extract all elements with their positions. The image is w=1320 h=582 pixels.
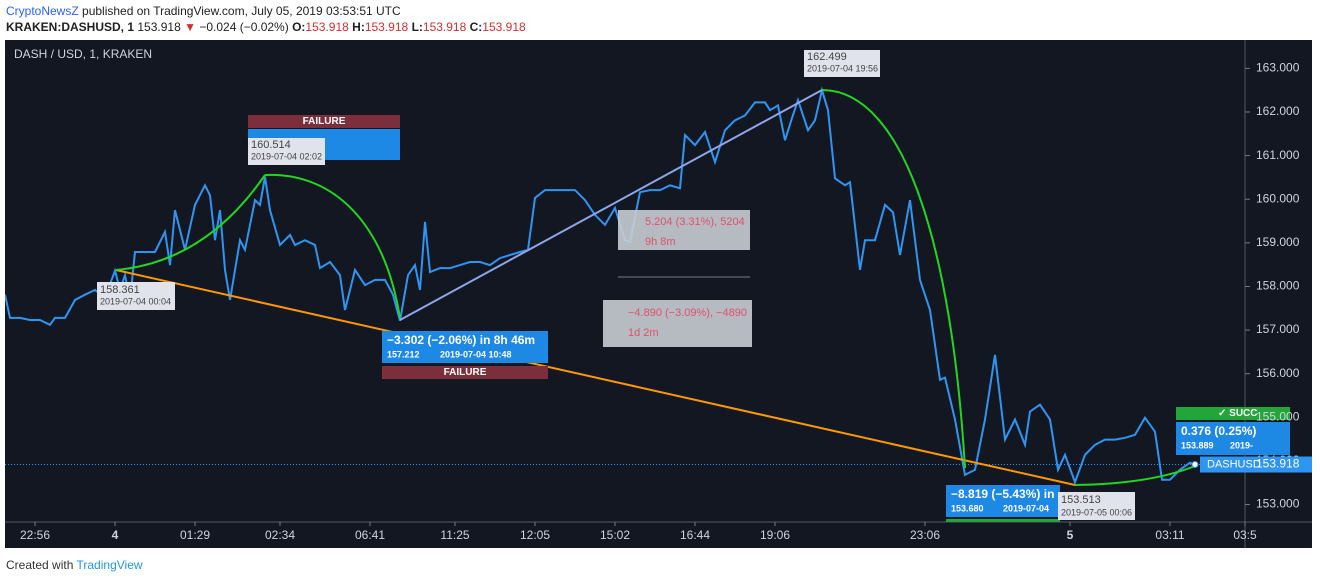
y-tick-label: 160.000 [1256, 191, 1300, 205]
arrow: ▼ [184, 20, 196, 34]
brand[interactable]: TradingView [76, 558, 143, 572]
forecast-box [382, 331, 548, 363]
x-tick-label: 19:06 [760, 528, 790, 542]
success-label: ✓ SUCC [1218, 408, 1258, 419]
label-box [97, 282, 175, 310]
x-tick-label: 15:02 [600, 528, 630, 542]
failure-label: FAILURE [444, 367, 487, 378]
o-label: O: [292, 20, 306, 34]
label-price: 162.499 [807, 51, 847, 63]
footer: Created with TradingView [6, 558, 143, 572]
y-tick-label: 163.000 [1256, 61, 1300, 75]
forecast-box [1176, 422, 1290, 455]
x-tick-label: 02:34 [265, 528, 295, 542]
x-tick-label: 06:41 [355, 528, 385, 542]
h-value: 153.918 [364, 20, 409, 34]
symbol: KRAKEN:DASHUSD, 1 [6, 20, 135, 34]
measure-time: 9h 8m [645, 236, 676, 248]
x-tick-label: 16:44 [680, 528, 710, 542]
label-price: 153.513 [1061, 494, 1101, 506]
measure-text: −4.890 (−3.09%), −4890 [628, 307, 747, 319]
label-date: 2019-07-04 00:04 [100, 296, 171, 306]
forecast-date: 2019-07-04 [1003, 503, 1049, 513]
last-price-tag [1200, 456, 1312, 473]
forecast-date: 2019-07-04 10:48 [440, 349, 512, 359]
forecast-text: 0.376 (0.25%) [1181, 424, 1256, 438]
last-price-name: DASHUSD [1207, 458, 1261, 470]
publish-line: CryptoNewsZ published on TradingView.com… [6, 4, 401, 18]
y-tick-label: 159.000 [1256, 235, 1300, 249]
publish-info: published on TradingView.com, July 05, 2… [82, 4, 401, 18]
success-bar [946, 519, 1060, 522]
label-price: 160.514 [251, 139, 291, 151]
forecast-price: 153.889 [1181, 440, 1214, 450]
label-box [248, 138, 325, 165]
y-tick-label: 157.000 [1256, 322, 1300, 336]
x-tick-label: 01:29 [180, 528, 210, 542]
measure-time: 1d 2m [628, 327, 659, 339]
x-tick-label: 22:56 [20, 528, 50, 542]
chart-title: DASH / USD, 1, KRAKEN [14, 47, 152, 61]
l-label: L: [411, 20, 423, 34]
label-date: 2019-07-04 19:56 [807, 63, 878, 73]
y-tick-label: 158.000 [1256, 279, 1300, 293]
failure-label: FAILURE [303, 116, 346, 127]
x-tick-label: 11:25 [440, 528, 469, 542]
y-tick-label: 162.000 [1256, 104, 1300, 118]
forecast-price: 157.212 [387, 349, 420, 359]
success-bar [1176, 407, 1290, 420]
y-tick-label: 155.000 [1256, 409, 1300, 423]
last-point [1191, 461, 1199, 469]
c-value: 153.918 [482, 20, 526, 34]
gain-group: ✓ SUCC 0.376 (0.25%) 153.889 2019- [1176, 407, 1290, 455]
l-value: 153.918 [422, 20, 467, 34]
forecast-text: −3.302 (−2.06%) in 8h 46m [387, 333, 535, 347]
o-value: 153.918 [305, 20, 349, 34]
arc [1074, 465, 1196, 486]
forecast-date: 2019- [1230, 440, 1253, 450]
x-tick-label: 23:06 [910, 528, 940, 542]
change: −0.024 (−0.02%) [199, 20, 289, 34]
label-date: 2019-07-05 00:06 [1061, 507, 1132, 517]
plot [5, 86, 1245, 486]
last: 153.918 [137, 20, 181, 34]
trend-line [115, 269, 1076, 486]
failure-bar [382, 366, 548, 379]
measure-box [603, 300, 752, 347]
arc [821, 89, 966, 469]
x-tick-label: 03:5 [1233, 528, 1257, 542]
y-tick-label: 153.000 [1256, 497, 1300, 511]
arc [115, 174, 266, 271]
y-tick-label: 156.000 [1256, 366, 1300, 380]
label-price: 158.361 [100, 284, 140, 296]
last-price-value: 153.918 [1256, 457, 1300, 471]
c-label: C: [469, 20, 483, 34]
arc [264, 173, 401, 319]
label-box [804, 50, 880, 77]
x-tick-label: 12:05 [520, 528, 550, 542]
symbol-line: KRAKEN:DASHUSD, 1 153.918 ▼ −0.024 (−0.0… [6, 20, 526, 34]
chart-panel [5, 40, 1312, 548]
measure-box [618, 210, 750, 250]
measure-text: 5.204 (3.31%), 5204 [645, 216, 745, 228]
label-date: 2019-07-04 02:02 [251, 151, 322, 161]
label-box [1058, 492, 1135, 520]
author-link[interactable]: CryptoNewsZ [6, 4, 79, 18]
x-tick-label: 4 [112, 528, 119, 542]
x-tick-label: 03:11 [1155, 528, 1184, 542]
forecast-box [946, 485, 1060, 517]
created-with: Created with [6, 558, 74, 572]
trend-line [399, 89, 823, 321]
failure-bar [248, 115, 400, 128]
drawings [115, 89, 1196, 486]
forecast-text: −8.819 (−5.43%) in [951, 487, 1054, 501]
h-label: H: [352, 20, 365, 34]
y-tick-label: 161.000 [1256, 148, 1300, 162]
forecast-price: 153.680 [951, 503, 984, 513]
price-line [5, 86, 1196, 486]
x-tick-label: 5 [1067, 528, 1074, 542]
annotations: 158.361 2019-07-04 00:04 FAILURE 160.514… [97, 50, 1290, 522]
